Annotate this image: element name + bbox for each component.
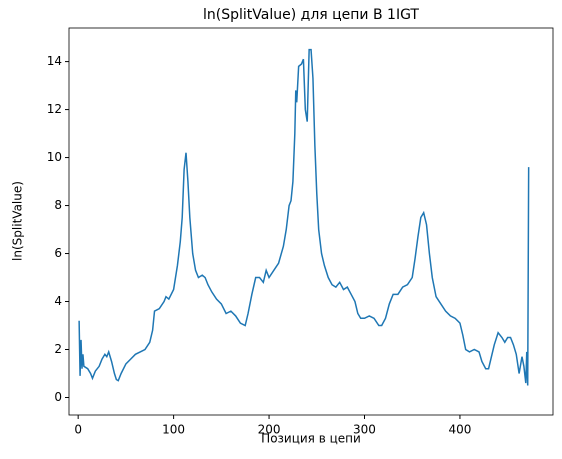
y-tick-label: 4 [54,294,62,308]
y-tick-label: 2 [54,342,62,356]
data-line [78,48,530,386]
y-tick-label: 8 [54,198,62,212]
y-axis-label: ln(SplitValue) [11,181,25,261]
x-axis-label: Позиция в цепи [261,432,361,446]
x-tick-label: 0 [74,423,82,437]
y-tick-label: 14 [47,54,62,68]
x-tick-label: 300 [353,423,376,437]
chart-title: ln(SplitValue) для цепи B 1IGT [203,7,419,23]
y-tick-label: 10 [47,150,62,164]
x-tick-label: 200 [258,423,281,437]
x-tick-label: 400 [448,423,471,437]
y-tick-label: 0 [54,390,62,404]
plot-frame [68,27,554,416]
x-tick-label: 100 [162,423,185,437]
y-tick-label: 12 [47,102,62,116]
y-tick-label: 6 [54,246,62,260]
